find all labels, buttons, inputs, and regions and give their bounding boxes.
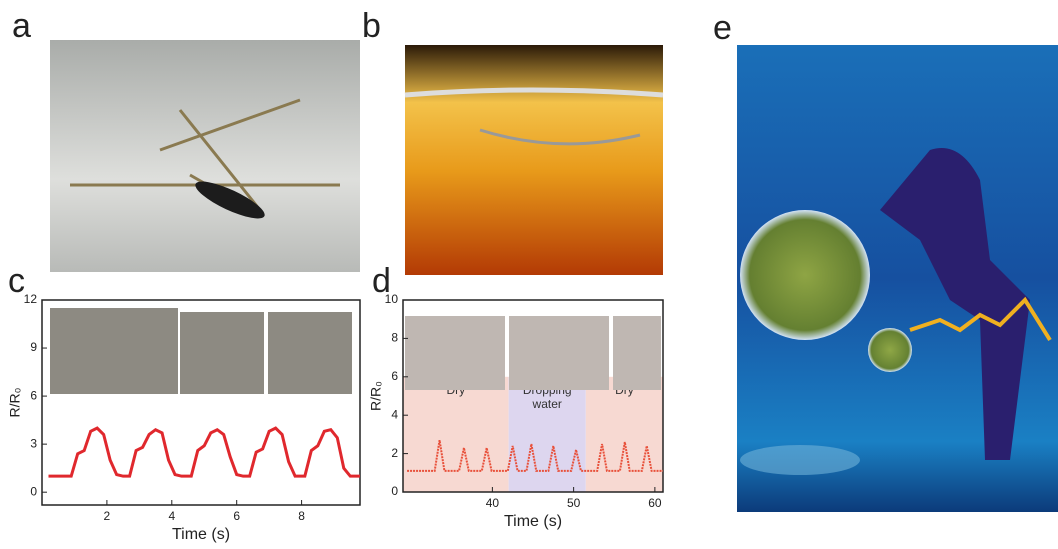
y-axis-label: R/R₀ bbox=[7, 387, 23, 417]
x-tick-label: 4 bbox=[168, 509, 175, 523]
y-axis-label: R/R₀ bbox=[368, 381, 384, 411]
inset-photo bbox=[268, 312, 352, 394]
panel-label: d bbox=[372, 262, 391, 300]
y-tick-label: 2 bbox=[391, 446, 398, 460]
data-line bbox=[48, 428, 360, 476]
panel-label: a bbox=[12, 7, 31, 45]
photo-e bbox=[737, 45, 1058, 512]
x-tick-label: 40 bbox=[486, 496, 500, 510]
y-tick-label: 4 bbox=[391, 407, 398, 421]
panel-label: b bbox=[362, 7, 381, 45]
inset-photo bbox=[509, 316, 609, 390]
panel-label: c bbox=[8, 262, 25, 300]
photo-a bbox=[50, 40, 360, 272]
x-tick-label: 2 bbox=[104, 509, 111, 523]
inset-photo bbox=[405, 316, 505, 390]
x-tick-label: 50 bbox=[567, 496, 581, 510]
x-tick-label: 8 bbox=[298, 509, 305, 523]
inset-photo bbox=[613, 316, 661, 390]
y-tick-label: 8 bbox=[391, 331, 398, 345]
panel-label: e bbox=[713, 9, 732, 47]
y-tick-label: 12 bbox=[24, 292, 38, 306]
page: {"panel_labels": ["a", "b", "c", "d", "e… bbox=[0, 0, 1058, 544]
y-tick-label: 3 bbox=[30, 436, 37, 450]
y-tick-label: 6 bbox=[30, 388, 37, 402]
y-tick-label: 0 bbox=[30, 484, 37, 498]
y-tick-label: 0 bbox=[391, 484, 398, 498]
y-tick-label: 6 bbox=[391, 369, 398, 383]
y-tick-label: 9 bbox=[30, 340, 37, 354]
x-tick-label: 60 bbox=[648, 496, 662, 510]
inset-photo bbox=[50, 308, 178, 394]
figure: 0369122468Time (s)R/R₀DryDropping waterD… bbox=[0, 0, 1058, 544]
x-axis-label: Time (s) bbox=[172, 526, 230, 543]
photo-b bbox=[405, 45, 663, 275]
inset-photo bbox=[180, 312, 264, 394]
x-tick-label: 6 bbox=[233, 509, 240, 523]
x-axis-label: Time (s) bbox=[504, 513, 562, 530]
